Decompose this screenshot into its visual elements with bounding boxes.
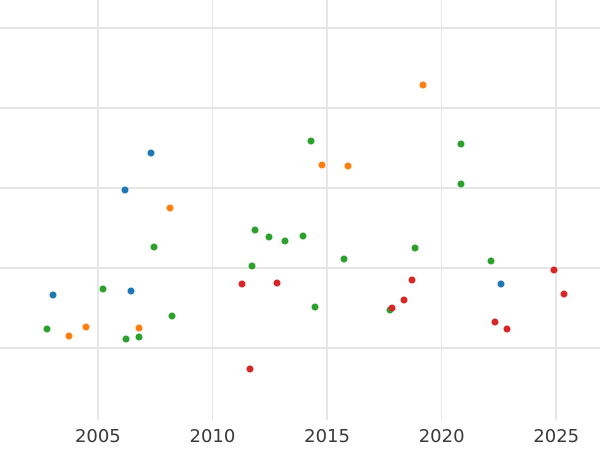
data-point-green-series: [457, 140, 465, 148]
data-point-green-series: [457, 180, 465, 188]
data-point-orange-series: [82, 323, 90, 331]
data-point-orange-series: [318, 161, 326, 169]
data-point-orange-series: [419, 81, 427, 89]
data-point-green-series: [251, 226, 259, 234]
x-tick-label: 2005: [74, 426, 121, 447]
data-point-orange-series: [344, 162, 352, 170]
data-point-orange-series: [65, 332, 73, 340]
data-point-green-series: [340, 255, 348, 263]
data-point-green-series: [135, 333, 143, 341]
data-point-green-series: [411, 244, 419, 252]
data-point-green-series: [311, 303, 319, 311]
data-point-blue-series: [147, 149, 155, 157]
data-point-red-series: [560, 290, 568, 298]
x-axis: 2005 2010 2015 2020 2025: [0, 420, 600, 450]
data-point-red-series: [388, 304, 396, 312]
data-point-orange-series: [135, 324, 143, 332]
data-point-green-series: [281, 237, 289, 245]
data-point-red-series: [238, 280, 246, 288]
data-point-blue-series: [127, 287, 135, 295]
data-point-green-series: [307, 137, 315, 145]
x-tick-label: 2025: [533, 426, 580, 447]
data-point-blue-series: [121, 186, 129, 194]
x-tick-label: 2015: [304, 426, 350, 447]
data-point-red-series: [408, 276, 416, 284]
gridline-vertical: [440, 0, 443, 420]
gridline-vertical: [97, 0, 99, 420]
data-point-green-series: [122, 335, 130, 343]
plot-area: [0, 0, 600, 420]
gridline-vertical: [211, 0, 214, 420]
data-point-green-series: [248, 262, 256, 270]
data-point-green-series: [487, 257, 495, 265]
data-point-red-series: [400, 296, 408, 304]
data-point-green-series: [168, 312, 176, 320]
data-point-green-series: [99, 285, 107, 293]
data-point-red-series: [273, 279, 281, 287]
data-point-red-series: [550, 266, 558, 274]
data-point-orange-series: [166, 204, 174, 212]
data-point-blue-series: [497, 280, 505, 288]
data-point-green-series: [43, 325, 51, 333]
data-point-red-series: [246, 365, 254, 373]
gridline-horizontal: [0, 267, 600, 269]
x-tick-label: 2010: [189, 426, 236, 447]
gridline-vertical: [326, 0, 328, 420]
gridline-horizontal: [0, 27, 600, 29]
data-point-blue-series: [49, 291, 57, 299]
data-point-green-series: [299, 232, 307, 240]
data-point-green-series: [265, 233, 273, 241]
gridline-vertical: [555, 0, 557, 420]
gridline-horizontal: [0, 187, 600, 189]
x-tick-label: 2020: [418, 426, 465, 447]
data-point-red-series: [503, 325, 511, 333]
data-point-red-series: [491, 318, 499, 326]
gridline-horizontal: [0, 107, 600, 109]
gridline-horizontal: [0, 347, 600, 349]
data-point-green-series: [150, 243, 158, 251]
